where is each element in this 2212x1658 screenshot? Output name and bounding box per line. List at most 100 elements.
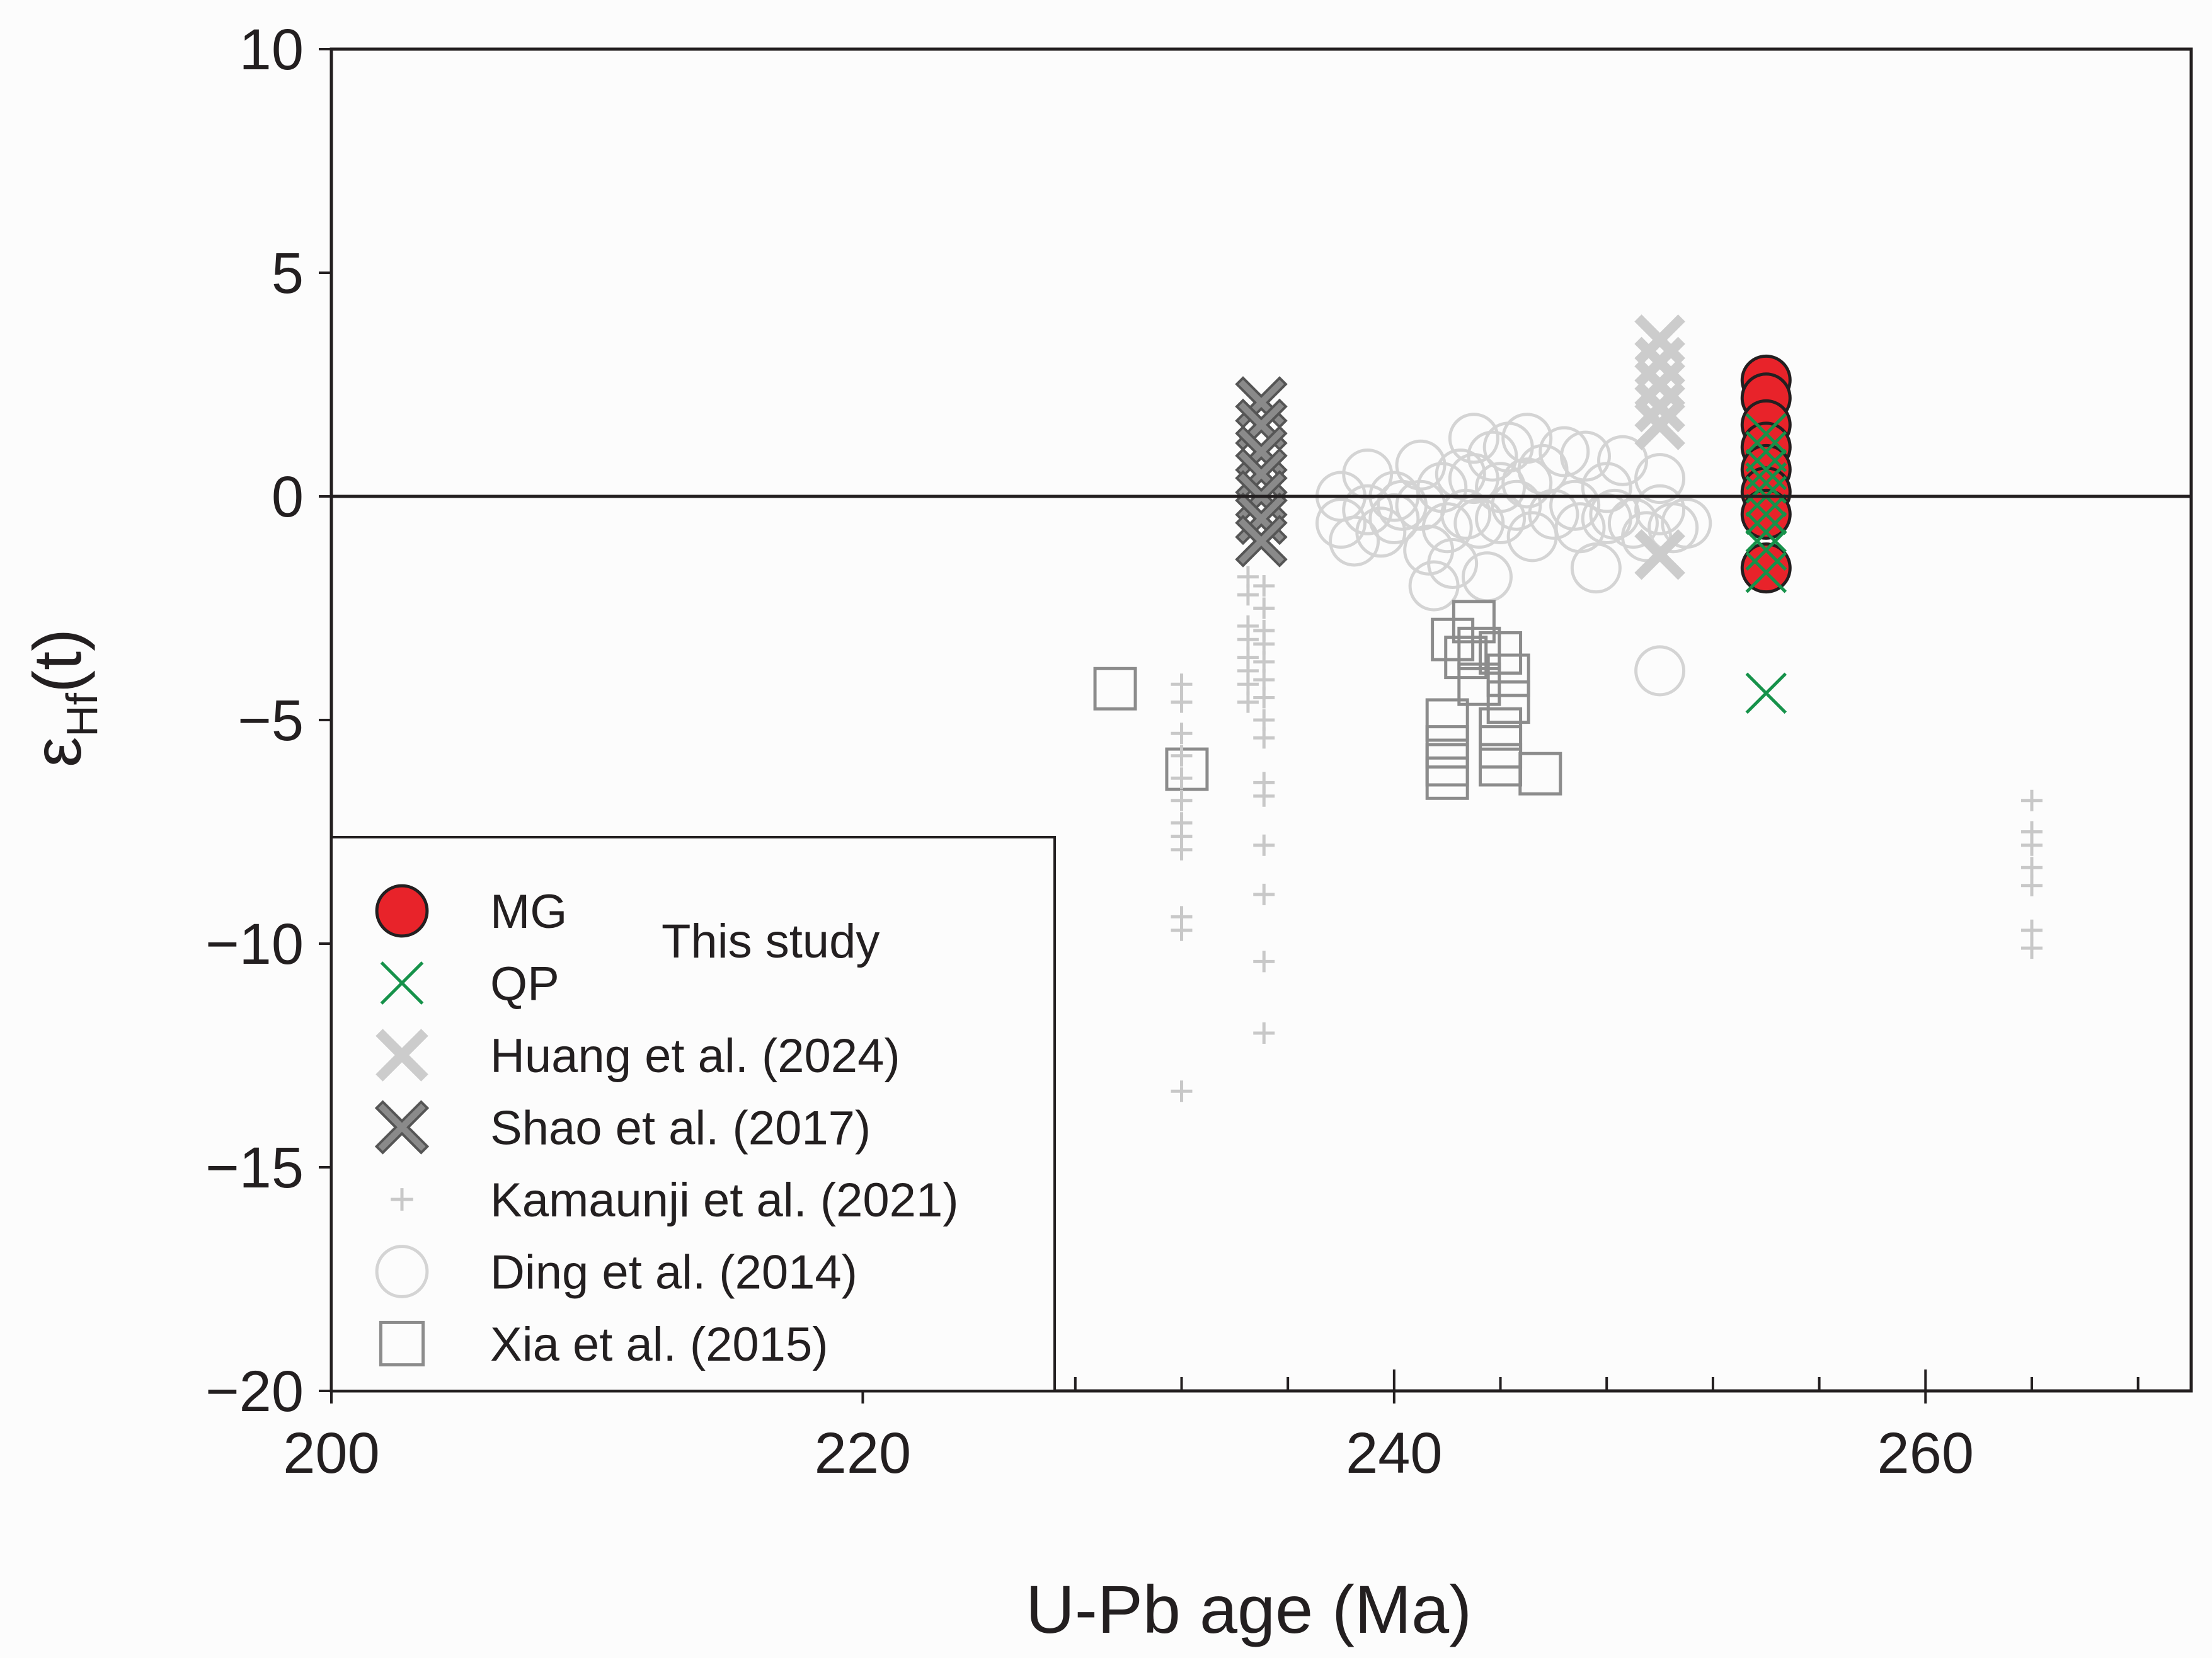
data-point	[1634, 453, 1686, 505]
data-point	[1171, 919, 1193, 941]
series-kamaunji-et-al-2021-	[1171, 566, 2043, 1102]
data-point	[1315, 498, 1367, 549]
data-point	[1479, 725, 1523, 769]
legend-label: Xia et al. (2015)	[490, 1318, 828, 1371]
data-point	[1171, 691, 1193, 713]
data-point	[1253, 669, 1275, 691]
data-point	[1581, 462, 1632, 513]
data-point	[1475, 462, 1527, 513]
data-points	[1093, 314, 2043, 1102]
data-point	[1171, 723, 1193, 745]
series-xia-et-al-2015-	[1093, 600, 1562, 800]
legend-label: MG	[490, 885, 567, 939]
data-point	[1171, 745, 1193, 767]
data-point	[1570, 542, 1622, 594]
data-point	[1745, 512, 1787, 553]
data-point	[1745, 431, 1787, 472]
data-point	[2020, 874, 2043, 896]
data-point	[1427, 538, 1479, 589]
data-point	[1491, 479, 1542, 531]
data-point	[1165, 747, 1209, 791]
data-point	[1607, 498, 1659, 549]
y-tick-label: −20	[205, 1359, 304, 1424]
legend-marker	[391, 1188, 413, 1211]
y-tick-label: 0	[272, 465, 304, 529]
x-tick-label: 200	[283, 1421, 380, 1485]
series-ding-et-al-2014-	[1315, 413, 1712, 697]
legend-marker	[374, 1100, 430, 1155]
data-point	[1253, 633, 1275, 655]
data-point	[1745, 413, 1787, 455]
data-point	[1448, 413, 1499, 464]
data-point	[2020, 789, 2043, 811]
data-point	[1253, 834, 1275, 856]
data-point	[1237, 584, 1259, 606]
data-point	[1253, 883, 1275, 905]
data-point	[1425, 698, 1469, 742]
legend-label: QP	[490, 958, 559, 1011]
data-point	[1237, 691, 1259, 713]
data-point	[1253, 727, 1275, 749]
series-huang-et-al-2024-	[1634, 314, 1685, 580]
data-point	[1253, 687, 1275, 709]
data-point	[1597, 435, 1649, 486]
y-tick-label: −5	[238, 689, 304, 753]
data-point	[1745, 551, 1787, 593]
legend-group-label: This study	[662, 915, 880, 968]
legend-marker	[379, 1320, 425, 1367]
y-tick-label: −10	[205, 912, 304, 976]
data-point	[1479, 631, 1523, 675]
data-point	[1253, 1022, 1275, 1044]
data-point	[1237, 629, 1259, 651]
data-point	[1740, 542, 1792, 594]
data-point	[1171, 673, 1193, 695]
x-tick-label: 220	[815, 1421, 912, 1485]
data-point	[1253, 785, 1275, 807]
data-point	[1171, 767, 1193, 789]
data-point	[1745, 493, 1787, 535]
data-point	[2020, 919, 2043, 941]
y-tick-label: 5	[272, 241, 304, 306]
legend-label: Kamaunji et al. (2021)	[490, 1174, 959, 1227]
y-tick-label: 10	[239, 18, 304, 82]
data-point	[1440, 488, 1492, 540]
data-point	[1421, 502, 1473, 554]
data-point	[1253, 575, 1275, 597]
data-point	[1355, 506, 1407, 558]
data-point	[1518, 752, 1562, 796]
data-point	[1549, 479, 1601, 531]
y-axis-title: εHf(t)	[19, 629, 106, 767]
y-axis-title-sub: Hf	[57, 692, 106, 737]
x-tick-label: 240	[1346, 1421, 1443, 1485]
data-point	[1171, 838, 1193, 860]
legend-box	[330, 836, 1056, 1392]
data-point	[1425, 743, 1469, 787]
data-point	[1661, 498, 1712, 549]
data-point	[1237, 566, 1259, 588]
data-point	[1253, 651, 1275, 673]
data-point	[1745, 672, 1787, 714]
data-point	[1425, 756, 1469, 800]
legend-marker	[375, 884, 429, 938]
y-tick-label: −15	[205, 1136, 304, 1200]
data-point	[1634, 484, 1686, 535]
x-axis-title: U-Pb age (Ma)	[1026, 1571, 1472, 1647]
y-axis-title-main: ε	[19, 737, 95, 767]
legend-marker	[375, 1245, 429, 1298]
data-point	[1634, 645, 1686, 697]
data-point	[2020, 834, 2043, 856]
data-point	[1745, 529, 1787, 571]
x-axis: 200 220 240 260	[283, 1369, 2140, 1485]
svg-text:εHf(t): εHf(t)	[19, 629, 106, 767]
data-point	[1486, 680, 1530, 724]
legend-marker	[375, 1029, 428, 1082]
legend-marker	[380, 961, 424, 1005]
data-point	[1634, 529, 1685, 580]
legend: MG QP Huang et al. (2024) Shao et al. (2017…	[330, 836, 1056, 1392]
data-point	[1620, 511, 1672, 563]
y-axis-title-suffix: (t)	[19, 629, 95, 693]
data-point	[1171, 789, 1193, 811]
data-point	[1501, 457, 1553, 509]
series-shao-et-al-2017-	[1235, 376, 1288, 568]
